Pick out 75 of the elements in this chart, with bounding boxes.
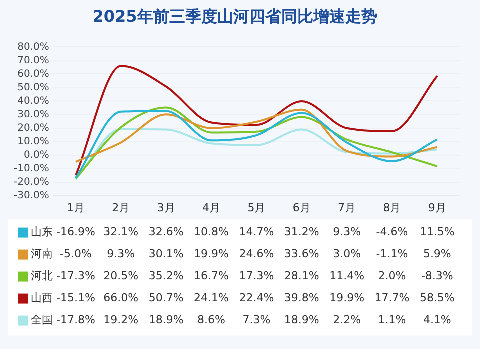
data-label: 28.1%: [284, 270, 320, 283]
data-label: 22.4%: [239, 292, 274, 305]
legend-label: 全国: [31, 314, 53, 327]
line-series: [74, 128, 438, 180]
data-label: 19.2%: [104, 314, 139, 327]
data-label: 66.0%: [104, 292, 139, 305]
data-label: 17.3%: [239, 270, 274, 283]
data-label: -15.1%: [56, 292, 96, 305]
data-label: 10.8%: [194, 226, 229, 239]
x-tick-label: 6月: [292, 201, 311, 214]
y-tick-label: -10.0%: [14, 163, 50, 174]
data-label: -4.6%: [376, 226, 408, 239]
data-label: 24.1%: [194, 292, 229, 305]
x-tick-label: 5月: [248, 201, 266, 214]
data-label: 2.2%: [333, 314, 362, 327]
data-label: 11.4%: [330, 270, 365, 283]
data-label: 2.0%: [378, 270, 406, 283]
x-tick-label: 8月: [383, 201, 402, 214]
data-label: 7.3%: [242, 314, 271, 327]
data-label: 33.6%: [284, 248, 320, 261]
data-label: 32.1%: [104, 226, 139, 239]
data-label: 20.5%: [104, 270, 139, 283]
y-tick-label: -20.0%: [14, 176, 50, 188]
data-label: -16.9%: [56, 226, 96, 239]
data-label: 9.3%: [333, 226, 362, 239]
y-tick-label: 10.0%: [18, 136, 50, 148]
data-label: 19.9%: [330, 292, 365, 305]
x-tick-label: 7月: [338, 201, 356, 214]
legend-label: 山东: [31, 226, 53, 239]
data-label: -1.1%: [376, 248, 408, 261]
data-label: -17.3%: [56, 270, 96, 283]
data-label: 17.7%: [374, 292, 410, 305]
y-tick-label: 70.0%: [18, 55, 50, 66]
data-label: 18.9%: [148, 314, 184, 327]
data-label: 31.2%: [284, 226, 320, 239]
data-label: -5.0%: [60, 248, 92, 261]
data-label: 39.8%: [284, 292, 320, 305]
data-label: 58.5%: [420, 292, 455, 305]
data-label: 16.7%: [194, 270, 229, 283]
data-label: 19.9%: [194, 248, 229, 261]
data-label: 11.5%: [420, 226, 455, 239]
y-tick-label: 50.0%: [18, 82, 50, 94]
data-label: 3.0%: [333, 248, 362, 261]
y-tick-label: 60.0%: [18, 68, 50, 80]
x-tick-label: 3月: [157, 201, 176, 214]
data-label: 14.7%: [239, 226, 274, 239]
y-tick-label: -30.0%: [14, 190, 50, 202]
chart-title: 2025年前三季度山河四省同比增速走势: [92, 6, 378, 26]
y-tick-label: 0.0%: [24, 150, 50, 161]
data-label: 24.6%: [239, 248, 274, 261]
data-label: 32.6%: [148, 226, 184, 239]
data-label: 30.1%: [148, 248, 184, 261]
x-tick-label: 2月: [112, 201, 130, 214]
y-tick-label: 20.0%: [18, 122, 50, 134]
x-tick-label: 1月: [66, 201, 85, 214]
data-label: 50.7%: [148, 292, 184, 305]
data-label: 18.9%: [284, 314, 320, 327]
data-label: 1.1%: [378, 314, 406, 327]
x-tick-label: 9月: [428, 201, 446, 214]
legend-label: 河北: [31, 270, 53, 283]
y-tick-label: 30.0%: [18, 109, 50, 120]
legend-label: 河南: [31, 248, 53, 261]
line-series: [74, 108, 438, 164]
y-tick-label: 80.0%: [18, 42, 50, 53]
data-label: 4.1%: [423, 314, 452, 327]
data-label: 9.3%: [107, 248, 136, 261]
data-label: 5.9%: [423, 248, 452, 261]
data-label: -8.3%: [421, 270, 454, 283]
y-tick-label: 40.0%: [18, 96, 50, 107]
data-label: 35.2%: [148, 270, 184, 283]
data-label: -17.8%: [56, 314, 96, 327]
x-tick-label: 4月: [202, 201, 221, 214]
line-series: [74, 65, 438, 177]
data-label: 8.6%: [198, 314, 226, 327]
legend-label: 山西: [31, 292, 53, 305]
